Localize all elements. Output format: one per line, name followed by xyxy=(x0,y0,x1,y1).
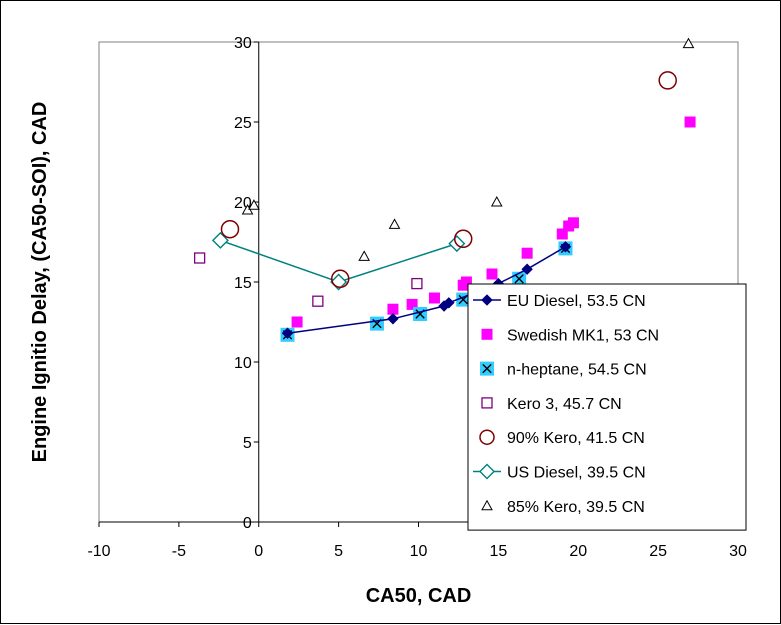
legend-marker xyxy=(480,361,494,376)
y-tick-label: 10 xyxy=(234,355,252,372)
data-point xyxy=(453,229,473,249)
x-tick-label: 20 xyxy=(569,543,587,560)
legend-marker xyxy=(481,397,493,409)
series-1 xyxy=(291,116,696,328)
data-point xyxy=(387,313,399,325)
legend-label: Swedish MK1, 53 CN xyxy=(507,327,659,344)
x-tick-label: 15 xyxy=(489,543,507,560)
legend-marker xyxy=(479,463,495,480)
series-4 xyxy=(220,71,677,289)
y-axis-title: Engine Ignitio Delay, (CA50-SOI), CAD xyxy=(29,102,51,463)
data-point xyxy=(388,218,401,229)
data-point xyxy=(443,297,455,309)
y-tick-label: 30 xyxy=(234,35,252,52)
data-point xyxy=(312,295,324,307)
data-point xyxy=(556,228,568,240)
data-point xyxy=(358,250,371,261)
series-layer xyxy=(193,37,696,342)
y-tick-label: 0 xyxy=(243,515,252,532)
legend-item: 85% Kero, 39.5 CN xyxy=(481,499,645,516)
data-point xyxy=(684,116,696,128)
legend-label: 85% Kero, 39.5 CN xyxy=(507,499,645,516)
data-point xyxy=(460,276,472,288)
series-6 xyxy=(241,37,695,261)
y-tick-label: 25 xyxy=(234,115,252,132)
legend-item: 90% Kero, 41.5 CN xyxy=(479,429,645,447)
legend-marker xyxy=(479,429,495,445)
data-point xyxy=(682,37,695,49)
legend-marker xyxy=(481,328,493,340)
x-tick-label: 0 xyxy=(254,543,263,560)
data-point xyxy=(486,268,498,280)
x-tick-label: 30 xyxy=(729,543,747,560)
data-point xyxy=(521,247,533,259)
x-axis-title: CA50, CAD xyxy=(366,585,472,607)
series-3 xyxy=(193,252,423,307)
legend-marker-cross xyxy=(482,363,492,374)
legend-label: US Diesel, 39.5 CN xyxy=(507,465,646,482)
legend-marker xyxy=(481,294,493,306)
legend-item: Kero 3, 45.7 CN xyxy=(481,396,622,413)
data-point xyxy=(521,263,533,275)
data-point xyxy=(387,303,399,315)
x-tick-label: 10 xyxy=(410,543,428,560)
data-point xyxy=(248,199,260,210)
data-point xyxy=(193,252,206,264)
data-point xyxy=(330,269,350,289)
data-point xyxy=(559,241,572,253)
data-point xyxy=(291,316,303,328)
data-point xyxy=(428,292,440,304)
data-point xyxy=(490,195,503,207)
legend-marker xyxy=(481,499,493,511)
legend-box xyxy=(467,283,747,531)
y-tick-label: 5 xyxy=(243,435,252,452)
data-point xyxy=(567,217,579,229)
legend-item: US Diesel, 39.5 CN xyxy=(473,463,646,482)
legend-item: n-heptane, 54.5 CN xyxy=(480,361,647,379)
legend: EU Diesel, 53.5 CN Swedish MK1, 53 CN n-he… xyxy=(467,283,747,531)
data-point xyxy=(658,71,677,90)
x-tick-label: 25 xyxy=(649,543,667,560)
data-point xyxy=(411,277,423,290)
legend-item: EU Diesel, 53.5 CN xyxy=(473,293,646,310)
legend-label: 90% Kero, 41.5 CN xyxy=(507,430,645,447)
x-tick-label: -10 xyxy=(87,543,110,560)
y-tick-label: 15 xyxy=(234,275,252,292)
x-tick-label: -5 xyxy=(172,543,186,560)
legend-label: n-heptane, 54.5 CN xyxy=(507,362,647,379)
data-point xyxy=(369,316,384,331)
legend-label: Kero 3, 45.7 CN xyxy=(507,396,622,413)
data-point xyxy=(406,298,418,310)
data-point xyxy=(211,231,229,249)
data-point xyxy=(281,327,294,339)
legend-label: EU Diesel, 53.5 CN xyxy=(507,293,646,310)
data-point xyxy=(220,219,240,239)
x-tick-label: 5 xyxy=(334,543,343,560)
legend-item: Swedish MK1, 53 CN xyxy=(481,327,659,344)
data-point-cross xyxy=(514,274,524,284)
